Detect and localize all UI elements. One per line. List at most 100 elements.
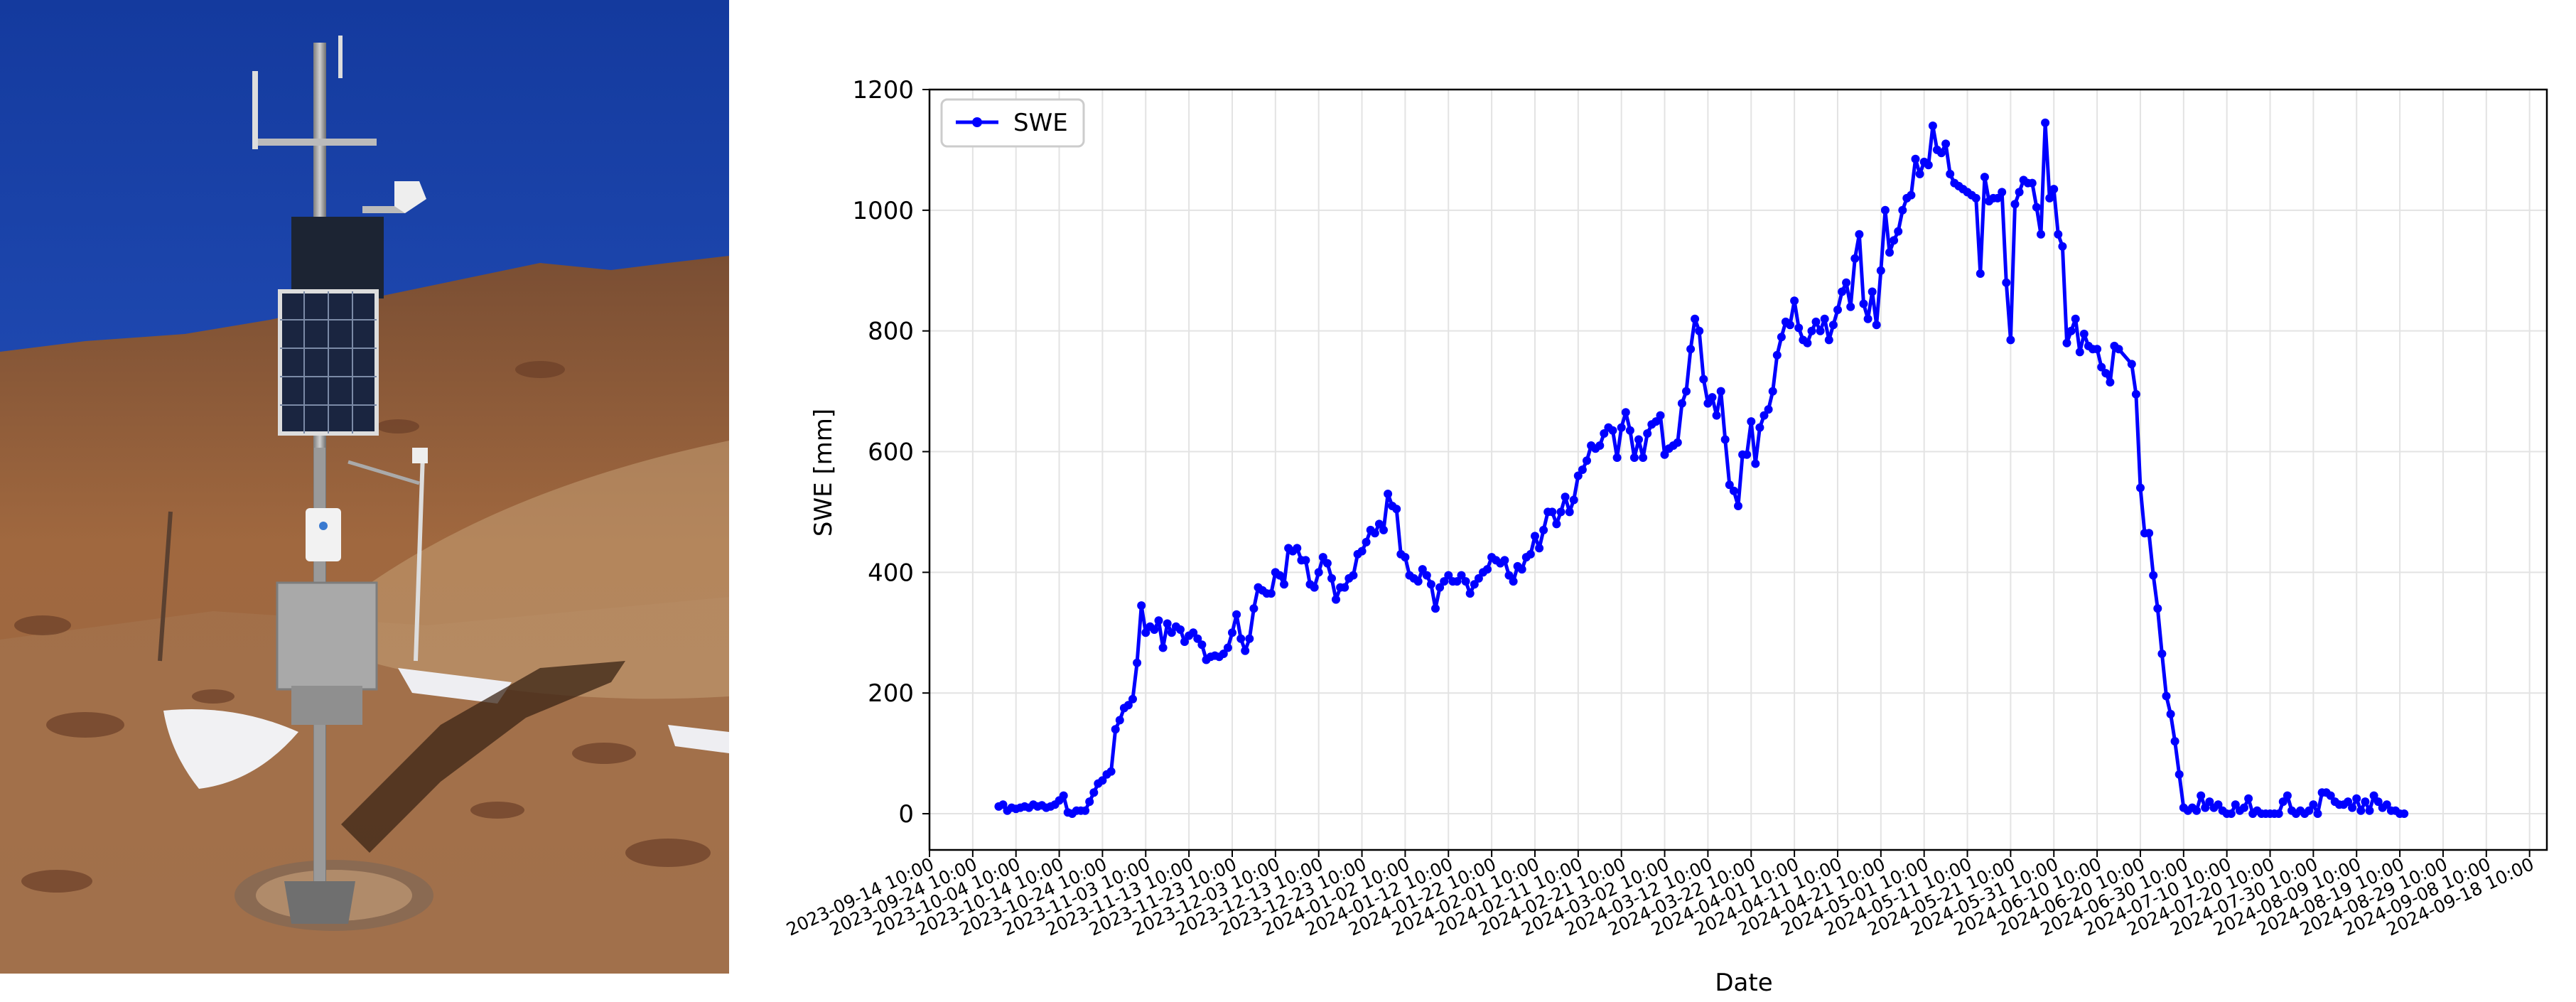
data-point [1764,405,1773,414]
data-point [2149,571,2158,580]
data-point [1440,577,1449,586]
data-point [1859,299,1868,308]
y-tick-label: 0 [898,800,914,829]
data-point [1362,537,1371,546]
data-point [1193,634,1202,643]
data-point [1241,646,1250,655]
data-point [1828,320,1838,330]
legend-label: SWE [1013,109,1068,137]
data-point [2356,806,2366,815]
data-point [2010,200,2020,209]
data-point [2106,377,2115,387]
data-point [2162,691,2171,701]
data-point [2326,791,2335,800]
data-point [2348,803,2357,812]
data-point [1374,519,1384,529]
data-point [998,800,1008,809]
data-point [1634,435,1643,444]
data-point [2305,806,2314,815]
data-point [1483,565,1492,574]
data-point [1660,450,1669,459]
data-point [1846,302,1855,311]
data-point [2365,806,2374,815]
data-point [2369,791,2378,800]
data-point [1280,580,1288,589]
y-tick-label: 800 [868,318,914,346]
data-point [2400,809,2409,818]
y-tick-label: 400 [868,559,914,587]
data-point [2157,650,2167,658]
data-point [1811,317,1821,326]
data-point [1401,553,1410,562]
data-point [1682,387,1691,396]
data-point [1600,429,1609,438]
data-point [1890,236,1899,245]
data-point [2062,338,2071,348]
data-point [1980,173,1989,182]
data-point [1708,393,1717,402]
data-point [1548,507,1557,517]
data-point [1876,266,1885,275]
data-point [1894,227,1903,236]
legend-marker [972,117,982,127]
weather-station-photo [0,0,729,974]
data-point [1531,532,1539,541]
data-point [1712,411,1721,420]
data-point [2192,806,2202,815]
data-point [2244,794,2253,803]
data-point [2170,737,2179,746]
data-point [2382,800,2391,809]
data-point [1790,296,1799,306]
data-point [1838,287,1847,296]
y-tick-label: 1200 [852,76,914,104]
data-point [1422,571,1431,580]
data-point [2313,809,2322,818]
x-axis-label: Date [1715,969,1772,997]
data-point [2045,193,2054,203]
data-point [2097,362,2106,372]
data-point [1123,701,1133,710]
grid-lines [929,89,2547,850]
data-point [1379,525,1388,534]
data-point [2226,809,2236,818]
data-point [1219,650,1228,658]
data-point [1941,139,1951,149]
data-point [1327,573,1336,583]
data-point [1946,169,1955,178]
data-point [2201,803,2210,812]
data-point [1266,589,1276,598]
data-point [1413,577,1423,586]
data-point [1431,604,1440,613]
data-point [1565,507,1574,517]
data-point [2037,230,2045,239]
data-point [1141,628,1150,637]
data-point [1651,417,1661,426]
data-point [1189,628,1198,637]
data-point [1885,248,1894,257]
data-point [1539,525,1548,534]
data-point [1734,502,1742,510]
data-point [1453,577,1462,586]
data-point [1444,571,1453,580]
data-point [1228,628,1236,637]
data-point [1583,456,1591,465]
data-point [1629,453,1639,462]
data-point [1928,122,1937,130]
data-point [1245,634,1254,643]
data-point [1106,767,1116,776]
data-point [1747,417,1756,426]
data-point [1332,595,1340,604]
data-point [2015,188,2024,197]
data-point [1357,546,1367,556]
data-point [2361,797,2370,807]
data-point [1322,559,1332,568]
data-point [2101,369,2111,378]
data-point [2058,242,2067,251]
data-point [1115,716,1124,725]
y-tick-label: 600 [868,438,914,467]
data-point [1275,571,1284,580]
data-point [2166,709,2175,718]
data-point [1816,326,1825,335]
data-point [1085,797,1094,807]
